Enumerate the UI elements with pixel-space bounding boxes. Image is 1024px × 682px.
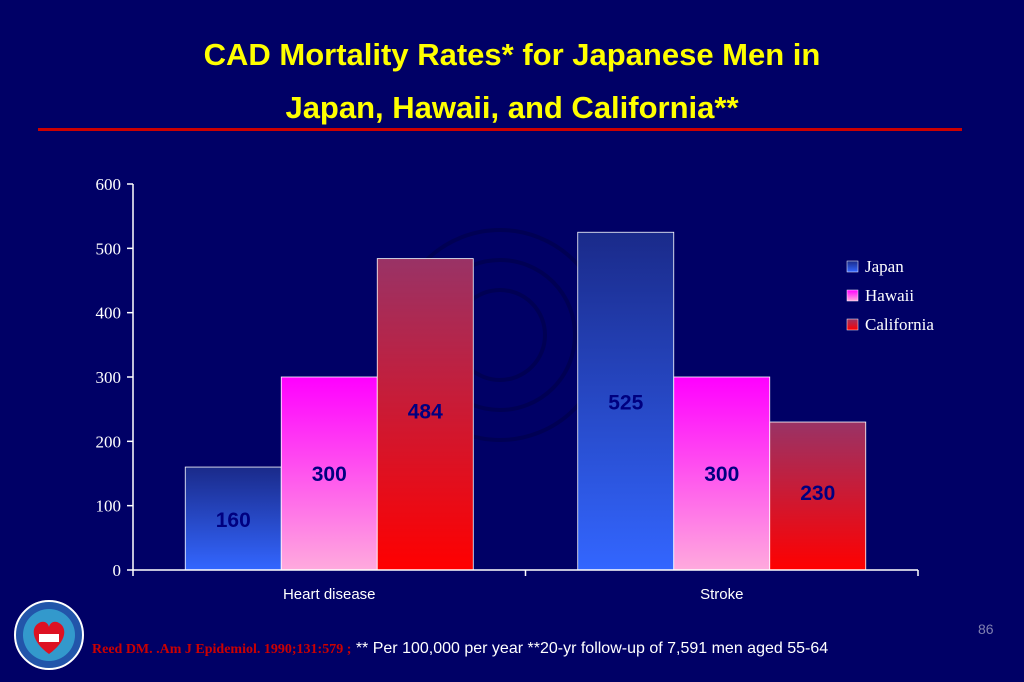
legend-label: California xyxy=(865,315,934,334)
y-tick-label: 500 xyxy=(96,239,122,258)
slide-title: CAD Mortality Rates* for Japanese Men in… xyxy=(0,28,1024,134)
y-tick-label: 0 xyxy=(113,561,122,580)
footnote-text: ** Per 100,000 per year **20-yr follow-u… xyxy=(355,640,829,657)
y-tick-label: 200 xyxy=(96,432,122,451)
title-line-1: CAD Mortality Rates* for Japanese Men in xyxy=(203,37,821,72)
category-label: Heart disease xyxy=(283,586,376,603)
legend-label: Hawaii xyxy=(865,286,914,305)
legend-swatch xyxy=(846,289,859,302)
data-label: 300 xyxy=(704,463,739,486)
bar-hawaii-1 xyxy=(280,376,378,571)
legend-swatch xyxy=(846,318,859,331)
cadi-logo xyxy=(12,598,87,678)
bar-japan-2 xyxy=(577,231,675,571)
data-label: 300 xyxy=(312,463,347,486)
footer-citation: Reed DM. .Am J Epidemiol. 1990;131:579 ;… xyxy=(92,640,828,658)
data-label: 484 xyxy=(408,401,443,424)
reference-text: Reed DM. .Am J Epidemiol. 1990;131:579 ; xyxy=(92,642,352,657)
bar-hawaii-2 xyxy=(673,376,771,571)
data-label: 230 xyxy=(800,482,835,505)
category-label: Stroke xyxy=(700,586,743,603)
data-label: 160 xyxy=(216,509,251,532)
title-line-2: Japan, Hawaii, and California** xyxy=(285,90,739,125)
slide-number: 86 xyxy=(978,621,994,637)
bar-california-1 xyxy=(376,258,474,571)
legend-label: Japan xyxy=(865,257,904,276)
y-tick-label: 600 xyxy=(96,175,122,194)
y-tick-label: 300 xyxy=(96,368,122,387)
bar-california-2 xyxy=(769,421,867,571)
data-label: 525 xyxy=(608,391,643,414)
y-tick-label: 400 xyxy=(96,304,122,323)
legend-swatch xyxy=(846,260,859,273)
y-tick-label: 100 xyxy=(96,497,122,516)
title-divider xyxy=(38,128,962,131)
